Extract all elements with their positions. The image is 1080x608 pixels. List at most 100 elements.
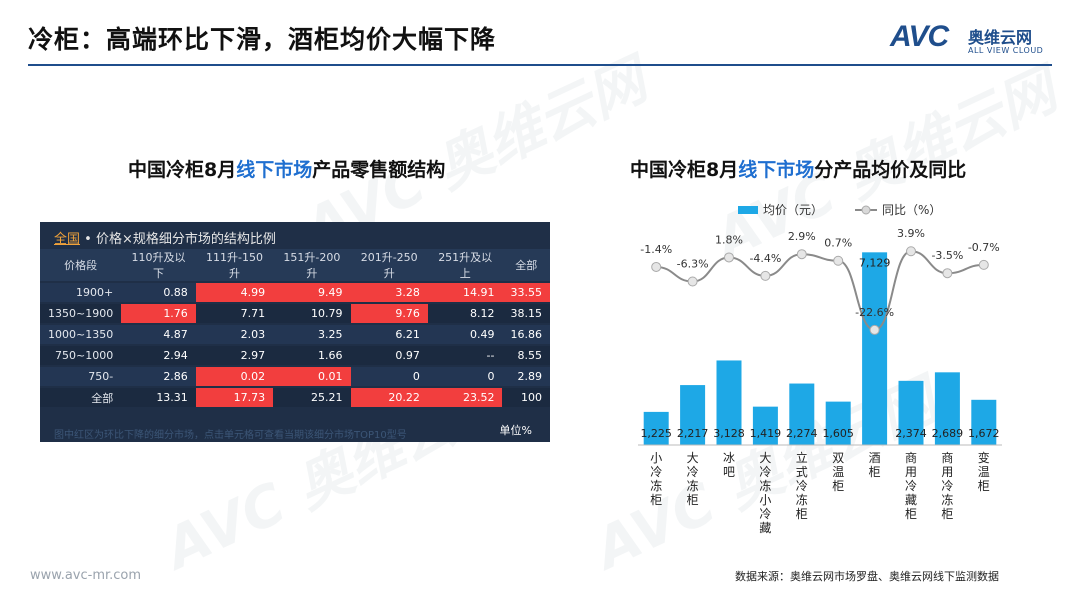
table-cell[interactable]: 0.88 [121,281,196,303]
x-tick-label: 酒 [869,451,881,465]
yoy-value-label: 1.8% [715,233,743,246]
bar-value-label: 2,374 [895,427,927,440]
column-header: 251升及以上 [427,249,503,282]
table-cell[interactable]: 10.79 [273,302,351,324]
website-url: www.avc-mr.com [30,568,142,583]
legend-swatch-price [738,206,758,214]
table-cell[interactable]: 0 [427,365,503,387]
table-cell[interactable]: 0 [350,365,428,387]
row-label: 1900+ [40,281,122,303]
table-cell[interactable]: 100 [502,386,550,407]
bar [752,406,778,445]
yoy-point [869,324,880,335]
table-row: 全部 13.31 17.73 25.21 20.22 23.52 100 [40,386,550,407]
x-tick-label: 小 [759,493,771,507]
table-cell[interactable]: -- [427,344,503,366]
bar-value-label: 3,128 [713,427,745,440]
yoy-value-label: 3.9% [897,227,925,240]
bar-value-label: 1,672 [968,427,1000,440]
column-header: 111升-150升 [195,249,274,282]
x-tick-label: 藏 [905,493,917,507]
structure-table: 价格段 110升及以下 111升-150升 151升-200升 201升-250升 251… [40,249,550,407]
x-tick-label: 冷 [759,507,771,521]
table-cell[interactable]: 23.52 [427,386,503,407]
price-yoy-chart: 均价（元） 同比（%） 1,225 2,217 3,128 1,419 2,274 1,605… [638,203,1002,535]
legend-label-yoy: 同比（%） [882,203,941,217]
bar-value-label: 2,217 [677,427,709,440]
column-header: 201升-250升 [350,249,428,282]
table-cell[interactable]: 0.49 [427,323,503,345]
table-cell[interactable]: 8.55 [502,344,550,366]
legend-marker-yoy [861,205,871,215]
table-note: 图中红区为环比下降的细分市场，点击单元格可查看当期该细分市场TOP10型号 [54,430,407,441]
data-source: 数据来源：奥维云网市场罗盘、奥维云网线下监测数据 [735,570,999,583]
table-cell[interactable]: 0.97 [350,344,428,366]
x-tick-label: 柜 [650,493,662,507]
table-cell[interactable]: 3.28 [350,281,428,303]
table-cell[interactable]: 2.86 [121,365,196,387]
column-header: 151升-200升 [273,249,351,282]
yoy-point [978,259,989,270]
table-cell[interactable]: 20.22 [350,386,428,407]
table-cell[interactable]: 17.73 [195,386,274,407]
yoy-point [942,268,953,279]
table-cell[interactable]: 13.31 [121,386,196,407]
table-cell[interactable]: 9.76 [350,302,428,324]
bar [971,399,997,445]
table-cell[interactable]: 4.87 [121,323,196,345]
table-cell[interactable]: 16.86 [502,323,550,345]
yoy-value-label: 2.9% [788,230,816,243]
x-tick-label: 冷 [941,479,953,493]
table-cell[interactable]: 6.21 [350,323,428,345]
bar [716,360,742,445]
table-cell[interactable]: 8.12 [427,302,503,324]
x-tick-label: 温 [832,465,844,479]
table-cell[interactable]: 1.66 [273,344,351,366]
bar [643,411,669,445]
table-cell[interactable]: 25.21 [273,386,351,407]
table-cell[interactable]: 33.55 [502,281,550,303]
yoy-point [833,255,844,266]
table-cell[interactable]: 2.97 [195,344,274,366]
x-tick-label: 冷 [650,465,662,479]
x-tick-label: 冻 [941,492,953,507]
x-tick-label: 式 [796,465,808,479]
x-tick-label: 柜 [941,507,953,521]
structure-table-panel: 全国 • 价格×规格细分市场的结构比例 价格段 110升及以下 111升-150升 1… [40,222,550,442]
table-cell[interactable]: 0.01 [273,365,351,387]
yoy-point [651,261,662,272]
yoy-value-label: -4.4% [749,252,781,265]
table-cell[interactable]: 3.25 [273,323,351,345]
x-tick-label: 大 [687,451,699,465]
x-tick-label: 用 [905,465,917,479]
yoy-value-label: -3.5% [931,249,963,262]
x-tick-label: 吧 [723,465,735,479]
table-cell[interactable]: 38.15 [502,302,550,324]
x-tick-label: 柜 [832,479,844,493]
table-cell[interactable]: 4.99 [195,281,274,303]
x-tick-label: 柜 [905,507,917,521]
row-label: 1350~1900 [40,302,122,324]
x-tick-label: 商 [941,450,953,465]
x-tick-label: 温 [978,465,990,479]
table-cell[interactable]: 9.49 [273,281,351,303]
table-cell[interactable]: 14.91 [427,281,503,303]
table-cell[interactable]: 0.02 [195,365,274,387]
table-cell[interactable]: 2.03 [195,323,274,345]
table-cell[interactable]: 7.71 [195,302,274,324]
bar-value-label: 7,129 [859,256,891,269]
yoy-line [656,250,984,331]
bar-value-label: 1,605 [822,427,854,440]
table-cell[interactable]: 2.89 [502,365,550,387]
bar [789,383,815,445]
x-tick-label: 柜 [796,507,808,521]
x-tick-label: 立 [796,450,808,465]
x-tick-label: 冰 [723,451,735,465]
x-tick-label: 冷 [796,479,808,493]
region-link[interactable]: 全国 [54,232,81,247]
yoy-value-label: 0.7% [824,237,852,250]
x-tick-label: 藏 [759,521,771,535]
table-cell[interactable]: 2.94 [121,344,196,366]
bar-value-label: 1,225 [640,427,672,440]
table-cell[interactable]: 1.76 [121,302,196,324]
